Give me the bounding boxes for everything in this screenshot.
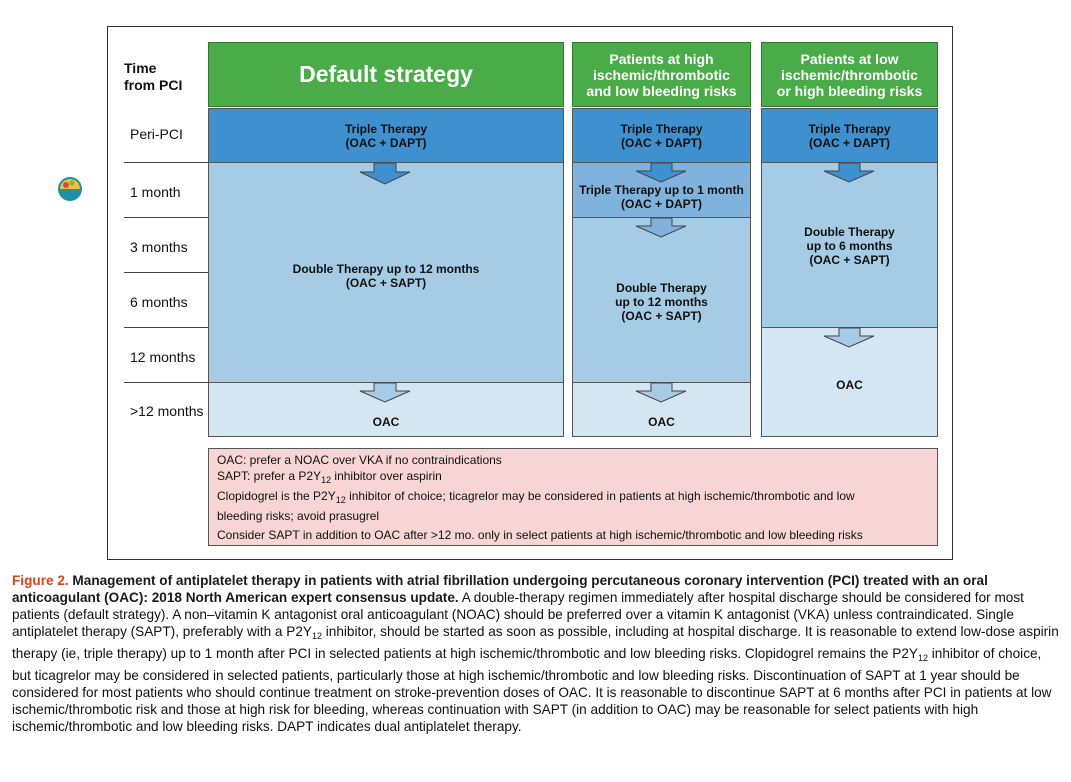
low-ischemic-header: Patients at low ischemic/thrombotic or h… [761, 42, 938, 107]
low-ischemic-header-line: Patients at low [800, 50, 899, 67]
figure-caption: Figure 2. Management of antiplatelet the… [12, 572, 1060, 735]
low-triple-sublabel: (OAC + DAPT) [809, 136, 890, 150]
default-oac-label: OAC [372, 415, 400, 429]
row-separator [124, 162, 208, 163]
low-triple-label: Triple Therapy [808, 122, 891, 136]
caption-body: inhibitor, should be started as soon as … [12, 624, 1059, 661]
caption-subscript: 12 [311, 631, 322, 641]
default-triple-sublabel: (OAC + DAPT) [345, 136, 427, 150]
high-ischemic-header-line: ischemic/thrombotic [593, 66, 730, 83]
row-separator [124, 217, 208, 218]
caption-body: inhibitor of choice, but ticagrelor may … [12, 646, 1052, 734]
high-triple-block: Triple Therapy (OAC + DAPT) [572, 108, 751, 163]
high-ischemic-header-line: and low bleeding risks [586, 82, 737, 99]
down-arrow-icon [635, 162, 687, 183]
note-clopidogrel-text: Clopidogrel is the P2Y [217, 489, 336, 503]
row-separator [124, 382, 208, 383]
note-sapt-text: SAPT: prefer a P2Y [217, 469, 322, 483]
high-double-label: Double Therapy [616, 281, 707, 295]
note-sapt-text: inhibitor over aspirin [331, 469, 442, 483]
down-arrow-icon [823, 162, 875, 183]
high-double-sublabel: (OAC + SAPT) [621, 309, 702, 323]
note-oac: OAC: prefer a NOAC over VKA if no contra… [217, 453, 502, 467]
diagram-frame [107, 26, 953, 560]
note-sapt: SAPT: prefer a P2Y12 inhibitor over aspi… [217, 468, 929, 488]
row-separator [124, 272, 208, 273]
notes-box: OAC: prefer a NOAC over VKA if no contra… [208, 448, 938, 546]
high-triple-sublabel: (OAC + DAPT) [621, 136, 702, 150]
low-double-sublabel: up to 6 months [806, 239, 893, 253]
caption-subscript: 12 [917, 653, 928, 663]
note-clopidogrel-cont: bleeding risks; avoid prasugrel [217, 509, 380, 523]
high-double-block: Double Therapy up to 12 months (OAC + SA… [572, 217, 751, 383]
row-label-12-months: 12 months [130, 349, 196, 365]
note-clopidogrel-subscript: 12 [335, 495, 346, 505]
row-label-1-month: 1 month [130, 184, 181, 200]
down-arrow-icon [359, 162, 411, 185]
down-arrow-icon [823, 327, 875, 348]
default-triple-label: Triple Therapy [344, 122, 428, 136]
high-triple-1-month-label: Triple Therapy up to 1 month [579, 183, 744, 197]
low-double-sublabel: (OAC + SAPT) [809, 253, 890, 267]
high-triple-1-month-sublabel: (OAC + DAPT) [621, 197, 702, 211]
high-triple-label: Triple Therapy [620, 122, 703, 136]
row-label-3-months: 3 months [130, 239, 188, 255]
low-double-label: Double Therapy [804, 225, 895, 239]
default-double-block: Double Therapy up to 12 months (OAC + SA… [208, 162, 564, 383]
figure-title: Management of antiplatelet therapy in pa… [12, 573, 988, 605]
figure-label: Figure 2. [12, 573, 69, 588]
high-oac-label: OAC [648, 415, 675, 429]
low-triple-block: Triple Therapy (OAC + DAPT) [761, 108, 938, 163]
note-sapt-subscript: 12 [321, 475, 332, 485]
high-double-sublabel: up to 12 months [615, 295, 708, 309]
low-ischemic-header-line: ischemic/thrombotic [781, 66, 918, 83]
caption-body: A double-therapy regimen immediately aft… [12, 590, 1024, 639]
row-label-6-months: 6 months [130, 294, 188, 310]
row-label-peri-pci: Peri-PCI [130, 126, 183, 142]
down-arrow-icon [635, 382, 687, 403]
default-double-label: Double Therapy up to 12 months [292, 262, 480, 276]
default-strategy-header: Default strategy [208, 42, 564, 107]
down-arrow-icon [359, 382, 411, 403]
default-triple-block: Triple Therapy (OAC + DAPT) [208, 108, 564, 163]
down-arrow-icon [635, 217, 687, 238]
note-sapt-after-12mo: Consider SAPT in addition to OAC after >… [217, 528, 863, 542]
time-header-line2: from PCI [124, 77, 183, 93]
row-separator [124, 327, 208, 328]
low-oac-label: OAC [836, 378, 863, 392]
high-ischemic-header-line: Patients at high [609, 50, 714, 67]
high-ischemic-header: Patients at high ischemic/thrombotic and… [572, 42, 751, 107]
row-label-over-12-months: >12 months [130, 403, 204, 419]
journal-logo-icon [58, 177, 82, 201]
time-header-line1: Time [124, 60, 157, 76]
low-double-block: Double Therapy up to 6 months (OAC + SAP… [761, 162, 938, 328]
low-ischemic-header-line: or high bleeding risks [776, 82, 923, 99]
default-double-sublabel: (OAC + SAPT) [345, 276, 427, 290]
note-clopidogrel: Clopidogrel is the P2Y12 inhibitor of ch… [217, 488, 929, 508]
note-clopidogrel-text: inhibitor of choice; ticagrelor may be c… [345, 489, 855, 503]
time-header: Time from PCI [124, 60, 204, 94]
